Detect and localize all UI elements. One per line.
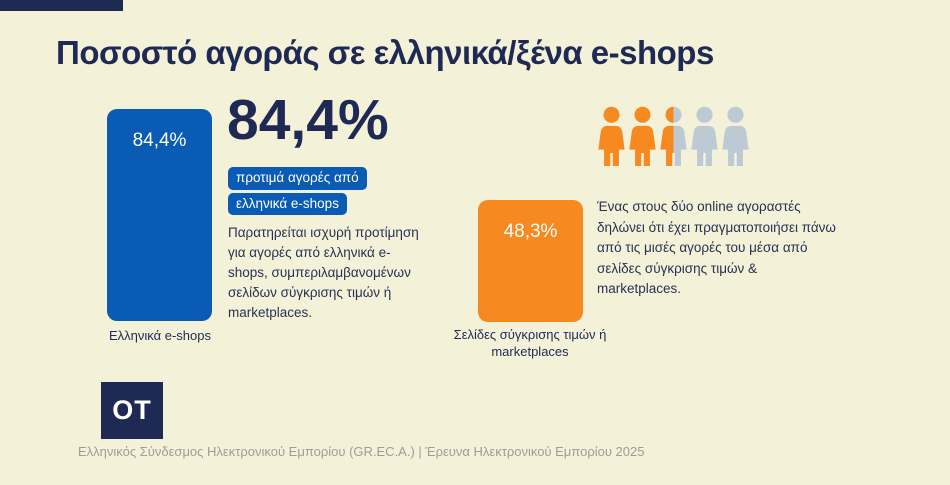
people-icons — [597, 106, 750, 168]
person-icon — [722, 106, 749, 166]
right-description: Ένας στους δύο online αγοραστές δηλώνει … — [597, 199, 836, 297]
person-icon — [691, 106, 718, 166]
comparison-sites-bar-value: 48,3% — [503, 221, 558, 242]
source-line: Ελληνικός Σύνδεσμος Ηλεκτρονικού Εμπορίο… — [78, 444, 645, 459]
person-icon — [660, 106, 687, 166]
highlight-pills: προτιμά αγορές από ελληνικά e-shops — [228, 167, 367, 218]
left-description: Παρατηρείται ισχυρή προτίμηση για αγορές… — [228, 225, 419, 320]
person-icon — [629, 106, 656, 166]
person-icon — [598, 106, 625, 166]
ot-logo: OT — [101, 382, 163, 439]
big-percentage: 84,4% — [227, 88, 389, 152]
comparison-sites-bar-label: Σελίδες σύγκρισης τιμών ή marketplaces — [453, 327, 607, 359]
greek-eshops-bar: 84,4% — [107, 109, 212, 321]
greek-eshops-bar-value: 84,4% — [132, 130, 187, 151]
greek-eshops-bar-label: Ελληνικά e-shops — [108, 328, 211, 343]
comparison-sites-bar: 48,3% — [478, 200, 583, 322]
top-accent-bar — [0, 0, 123, 11]
highlight-pill-line1: προτιμά αγορές από — [228, 167, 367, 190]
highlight-pill-line2: ελληνικά e-shops — [228, 192, 347, 215]
page-title: Ποσοστό αγοράς σε ελληνικά/ξένα e-shops — [56, 34, 714, 71]
